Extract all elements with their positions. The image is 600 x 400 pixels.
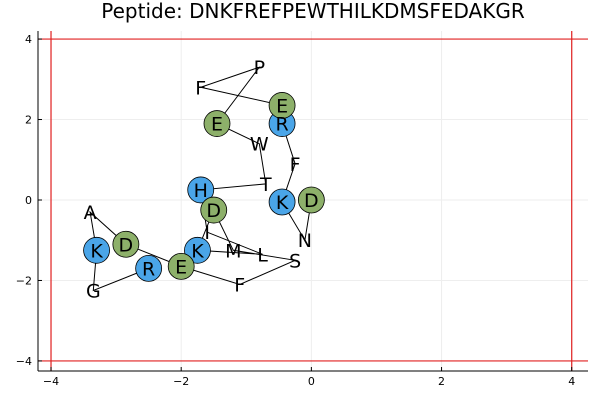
axes-layer: −4 −2 0 2 4 −4 −2 0 2 4 <box>16 31 588 388</box>
acidic-residue-marker <box>268 92 296 119</box>
residue-label: K <box>276 192 289 214</box>
residue-label: R <box>142 258 155 280</box>
residue-label: K <box>90 240 103 262</box>
residue-label: F <box>234 274 245 296</box>
y-tick-label: 2 <box>25 114 32 127</box>
residue-label: S <box>289 250 301 272</box>
chart-title: Peptide: DNKFREFPEWTHILKDMSFEDAKGR <box>101 0 525 23</box>
y-tick-label: 0 <box>25 194 32 207</box>
x-tick-label: 2 <box>438 375 445 388</box>
basic-residue-marker <box>83 236 110 264</box>
residue-label: A <box>84 202 97 224</box>
residue-label: F <box>290 154 301 176</box>
x-tick-label: 4 <box>568 375 575 388</box>
acidic-residue-marker <box>200 196 228 224</box>
residue-label: G <box>86 281 101 303</box>
basic-residue-marker <box>135 254 163 282</box>
residue-label: I <box>204 222 210 244</box>
residue-label: E <box>175 256 187 278</box>
residue-label: F <box>195 77 206 99</box>
y-tick-label: −2 <box>16 274 32 287</box>
residue-label: M <box>225 240 241 262</box>
residue-label: K <box>191 240 204 262</box>
label-layer: DNKFREFPEWTHILKDM SFEDAKGR <box>84 57 319 302</box>
boundary-layer <box>38 31 588 371</box>
residue-label: D <box>206 200 221 222</box>
acidic-residue-marker <box>112 230 140 258</box>
x-tick-label: −4 <box>43 375 59 388</box>
x-tick-label: −2 <box>173 375 189 388</box>
residue-label: E <box>276 95 288 117</box>
residue-label: D <box>119 234 134 256</box>
residue-label: E <box>211 114 223 136</box>
basic-residue-marker <box>268 188 296 216</box>
marker-layer <box>83 92 325 282</box>
basic-residue-marker <box>184 236 211 264</box>
acidic-residue-marker <box>297 186 325 214</box>
x-tick-label: 0 <box>308 375 315 388</box>
y-tick-label: −4 <box>16 355 32 368</box>
residue-label: D <box>304 190 319 212</box>
residue-label: H <box>194 180 208 202</box>
residue-label: P <box>254 57 265 79</box>
acidic-residue-marker <box>167 252 195 280</box>
residue-label: R <box>275 114 288 136</box>
residue-label: W <box>250 134 269 156</box>
basic-residue-marker <box>187 176 215 204</box>
residue-label: T <box>259 174 272 196</box>
y-tick-label: 4 <box>25 33 32 46</box>
residue-label: L <box>257 244 268 266</box>
acidic-residue-marker <box>203 110 231 137</box>
residue-label: N <box>298 230 312 252</box>
